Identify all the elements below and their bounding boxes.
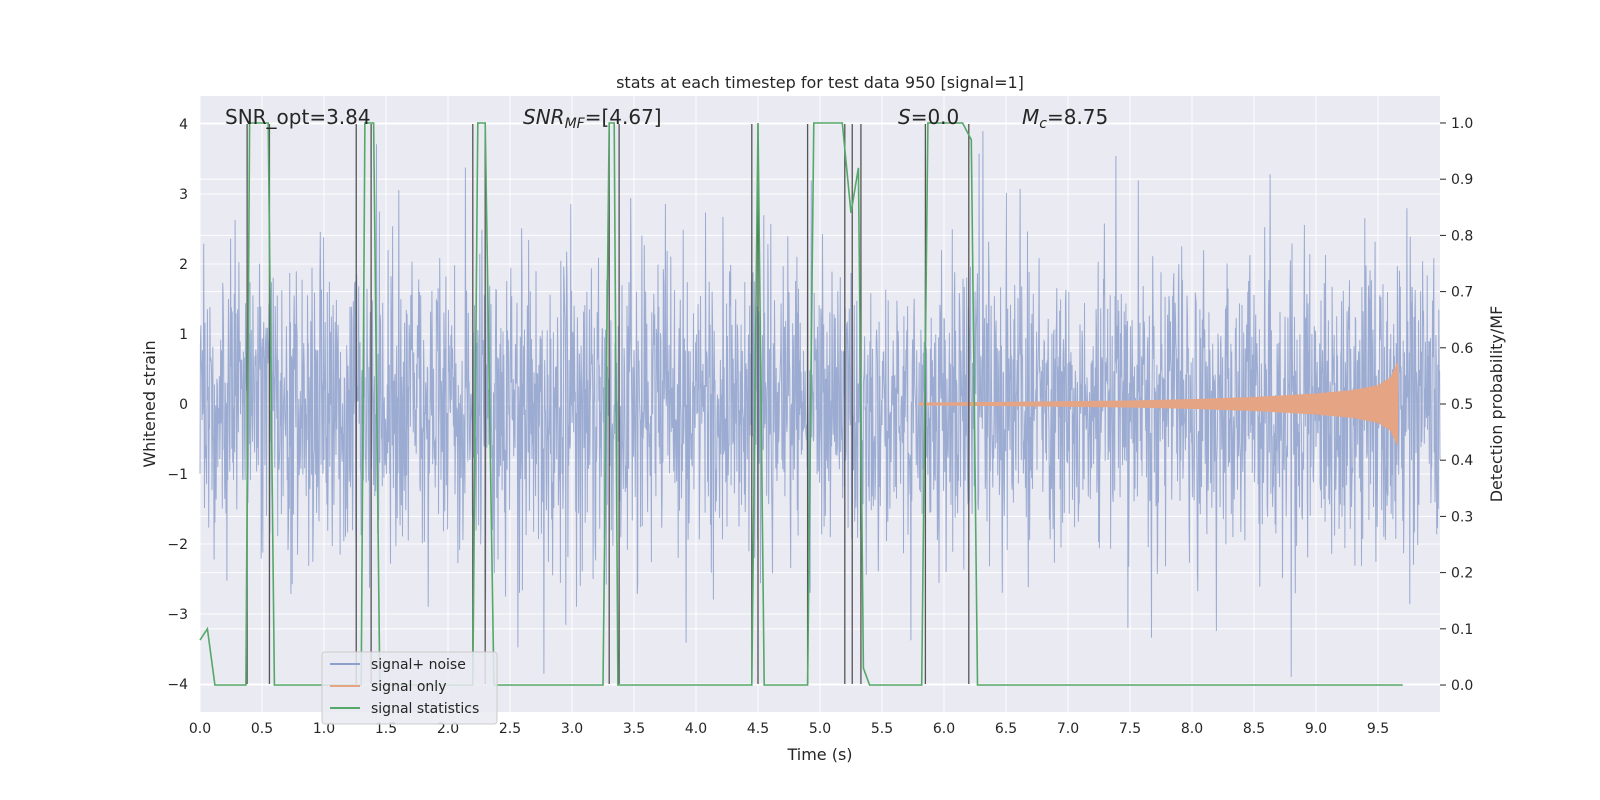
y-right-tick-label: 0.2 (1451, 566, 1473, 582)
x-tick-label: 4.0 (685, 721, 707, 737)
y-tick-label: 2 (179, 257, 188, 273)
y-right-tick-label: 0.4 (1451, 453, 1473, 469)
y-tick-labels: −4 −3 −2 −1 0 1 2 3 4 (167, 117, 188, 693)
y-tick-label: −1 (167, 467, 188, 483)
signal-series (918, 361, 1399, 446)
signal-trace (918, 361, 1399, 446)
y-right-tick-label: 0.3 (1451, 509, 1473, 525)
x-tick-label: 9.0 (1305, 721, 1327, 737)
y-right-axis-label: Detection probability/MF (1487, 306, 1506, 503)
x-tick-label: 0.0 (189, 721, 211, 737)
y-right-tick-label: 0.8 (1451, 228, 1473, 244)
x-tick-label: 3.5 (623, 721, 645, 737)
x-tick-label: 8.0 (1181, 721, 1203, 737)
statistics-series (199, 122, 1403, 686)
x-tick-label: 0.5 (251, 721, 273, 737)
x-tick-label: 7.0 (1057, 721, 1079, 737)
y-right-tick-label: 0.5 (1451, 397, 1473, 413)
y-tick-label: 0 (179, 397, 188, 413)
x-axis-label: Time (s) (786, 745, 852, 764)
x-tick-label: 7.5 (1119, 721, 1141, 737)
x-tick-label: 2.0 (437, 721, 459, 737)
annotation-snr-mf: SNRMF=[4.67] (523, 105, 662, 132)
legend-label-signal: signal only (371, 679, 446, 695)
x-tick-label: 5.5 (871, 721, 893, 737)
x-tick-label: 3.0 (561, 721, 583, 737)
x-tick-label: 1.5 (375, 721, 397, 737)
y-right-tick-labels: 0.0 0.1 0.2 0.3 0.4 0.5 0.6 0.7 0.8 0.9 1.0 (1440, 116, 1473, 694)
x-tick-label: 5.0 (809, 721, 831, 737)
y-right-tick-label: 0.1 (1451, 622, 1473, 638)
annotation-s: S=0.0 (898, 105, 959, 129)
x-tick-label: 6.0 (933, 721, 955, 737)
noise-trace (199, 130, 1441, 678)
x-tick-label: 6.5 (995, 721, 1017, 737)
y-right-tick-label: 0.7 (1451, 285, 1473, 301)
y-tick-label: 3 (179, 187, 188, 203)
noise-series (199, 130, 1441, 678)
legend-box (321, 651, 498, 725)
x-tick-labels: 0.0 0.5 1.0 1.5 2.0 2.5 3.0 3.5 4.0 4.5 5.0 5.5 6.0 6… (189, 721, 1389, 737)
x-tick-label: 8.5 (1243, 721, 1265, 737)
y-tick-label: −3 (167, 607, 188, 623)
x-tick-label: 4.5 (747, 721, 769, 737)
chart-title: stats at each timestep for test data 950… (616, 73, 1024, 92)
annotation-mc: Mc=8.75 (1022, 105, 1108, 132)
x-tick-label: 1.0 (313, 721, 335, 737)
legend: signal+ noise signal only signal statist… (321, 651, 498, 725)
x-tick-label: 2.5 (499, 721, 521, 737)
statistics-trace (199, 122, 1403, 686)
legend-label-noise: signal+ noise (371, 657, 466, 673)
y-tick-label: −2 (167, 537, 188, 553)
annotation-snr-opt: SNR_opt=3.84 (225, 105, 371, 129)
legend-label-stats: signal statistics (371, 701, 479, 717)
y-axis-label: Whitened strain (140, 340, 159, 467)
y-tick-label: 4 (179, 117, 188, 133)
y-tick-label: 1 (179, 327, 188, 343)
y-right-tick-label: 1.0 (1451, 116, 1473, 132)
y-right-tick-label: 0.6 (1451, 341, 1473, 357)
y-right-tick-label: 0.0 (1451, 678, 1473, 694)
y-tick-label: −4 (167, 677, 188, 693)
y-right-tick-label: 0.9 (1451, 172, 1473, 188)
x-tick-label: 9.5 (1367, 721, 1389, 737)
